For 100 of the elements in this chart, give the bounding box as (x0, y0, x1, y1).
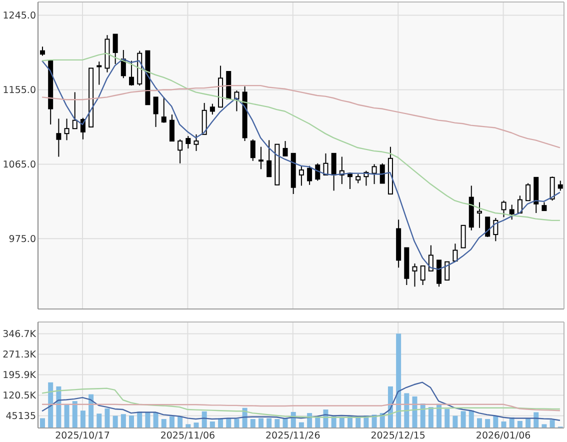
candlestick (194, 134, 199, 152)
bar (194, 422, 199, 428)
candlestick (250, 138, 256, 162)
bar (542, 424, 547, 428)
candlestick (56, 118, 62, 158)
candlestick (412, 262, 418, 288)
candlestick (315, 162, 320, 182)
candlestick (169, 114, 174, 142)
bar (234, 418, 240, 428)
bar (550, 420, 555, 428)
bar (476, 418, 482, 428)
y-tick-label: 975.0 (8, 234, 36, 246)
bar (72, 401, 78, 428)
bar (274, 419, 280, 428)
bar (64, 404, 70, 428)
candlestick (112, 34, 118, 65)
bar (210, 421, 215, 428)
line-series (41, 404, 561, 412)
candlestick (452, 243, 458, 262)
candlestick (153, 96, 158, 128)
bar (485, 419, 490, 428)
y-tick-label: 346.7K (2, 329, 37, 340)
bar (88, 394, 94, 428)
candlestick (460, 224, 466, 248)
candlestick (186, 136, 191, 149)
candlestick (210, 103, 215, 116)
candlestick (266, 140, 272, 178)
bar (161, 419, 166, 428)
bar (40, 418, 45, 428)
candlestick (202, 102, 207, 135)
bar (48, 382, 54, 428)
y-tick-label: 1245.0 (2, 10, 36, 22)
candlestick (380, 162, 385, 184)
bar (444, 408, 450, 428)
candlestick (298, 165, 304, 186)
line-series (41, 388, 561, 418)
candlestick (178, 138, 183, 164)
bar (129, 415, 134, 428)
candlestick (307, 165, 312, 186)
candlestick (64, 118, 70, 141)
x-tick-label: 2026/01/06 (476, 430, 531, 442)
candlestick (234, 90, 240, 112)
candlestick (72, 92, 78, 130)
bar (56, 386, 62, 428)
candlestick (444, 261, 450, 281)
candlestick (420, 265, 426, 286)
y-tick-label: 120.5K (2, 390, 37, 402)
bar (468, 410, 474, 428)
candlestick (501, 200, 506, 218)
candlestick (476, 202, 482, 228)
bar (104, 408, 110, 428)
bar (460, 411, 466, 428)
x-tick-label: 2025/10/17 (55, 430, 110, 442)
bar (153, 412, 158, 428)
candlestick (161, 96, 166, 124)
candlestick (550, 176, 555, 202)
bar (80, 410, 86, 428)
bar (412, 396, 418, 428)
bar (169, 416, 174, 428)
bar (404, 393, 410, 428)
bar (493, 416, 498, 428)
candlestick (96, 61, 102, 86)
candlestick (493, 217, 498, 242)
bar (517, 420, 522, 428)
candlestick (331, 152, 336, 192)
y-tick-label: 45135 (6, 411, 36, 422)
line-series (41, 382, 561, 421)
bar (250, 419, 256, 428)
line-series (41, 84, 561, 148)
candlestick (558, 180, 563, 192)
candlestick (509, 204, 514, 220)
bar (112, 416, 118, 428)
candlestick (485, 216, 490, 238)
candlestick (428, 244, 434, 272)
bar (258, 418, 264, 428)
candlestick (436, 260, 442, 288)
candlestick (526, 182, 531, 202)
candlestick (282, 140, 288, 156)
bar (428, 407, 434, 428)
y-tick-label: 1065.0 (2, 160, 36, 171)
candlestick (258, 146, 264, 170)
line-series (41, 52, 561, 222)
candlestick (356, 174, 361, 184)
x-tick-label: 2025/12/15 (370, 430, 426, 442)
bar (266, 418, 272, 428)
line-series (41, 58, 561, 270)
bar (120, 414, 126, 428)
candlestick (129, 60, 134, 86)
bar (96, 414, 102, 428)
candlestick (40, 46, 45, 56)
bar (315, 417, 320, 428)
bar (501, 421, 506, 428)
bar (137, 412, 142, 428)
y-tick-label: 1155.0 (2, 85, 36, 96)
bar (186, 424, 191, 428)
bar (396, 334, 402, 428)
bar (145, 412, 150, 428)
x-tick-label: 2025/11/26 (266, 430, 320, 442)
y-tick-label: 271.3K (2, 350, 37, 361)
bar (452, 416, 458, 428)
